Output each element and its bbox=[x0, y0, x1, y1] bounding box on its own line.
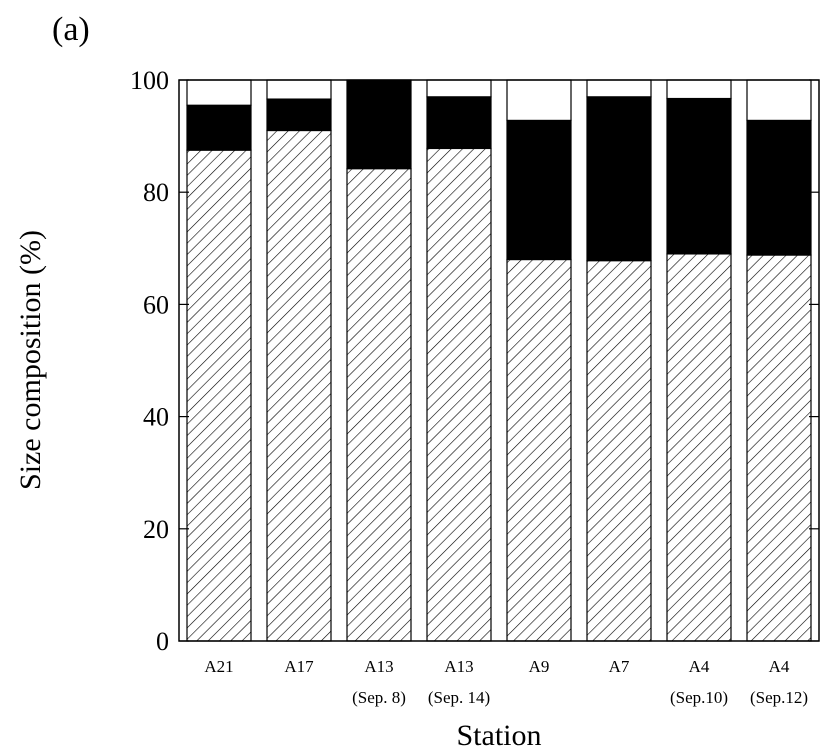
bar-white-7 bbox=[666, 79, 732, 100]
x-tick-sublabel: (Sep.12) bbox=[750, 688, 808, 707]
x-tick-label: A9 bbox=[529, 657, 550, 676]
x-axis: A21 A17 A13 (Sep. 8) A13 (Sep. 14) A9 A7 A4 (Sep.… bbox=[204, 657, 808, 707]
bar-hatched-5 bbox=[506, 258, 572, 642]
bar-hatched-4 bbox=[426, 147, 492, 642]
x-tick-label: A13 bbox=[364, 657, 393, 676]
bar-white-6 bbox=[586, 79, 652, 98]
bar-solid-black-2 bbox=[266, 98, 332, 132]
bar-hatched-7 bbox=[666, 253, 732, 642]
y-tick-label: 80 bbox=[143, 178, 169, 207]
y-tick-label: 60 bbox=[143, 290, 169, 319]
x-tick-label: A7 bbox=[609, 657, 630, 676]
bar-solid-black-3 bbox=[346, 79, 412, 170]
bar-solid-black-1 bbox=[186, 104, 252, 151]
bar-hatched-6 bbox=[586, 260, 652, 642]
x-tick-label: A4 bbox=[769, 657, 790, 676]
bar-solid-black-4 bbox=[426, 96, 492, 150]
y-tick-label: 100 bbox=[130, 66, 169, 95]
bar-white-4 bbox=[426, 79, 492, 98]
bar-hatched-8 bbox=[746, 254, 812, 642]
panel-label: (a) bbox=[52, 11, 90, 48]
bar-white-2 bbox=[266, 79, 332, 100]
x-tick-sublabel: (Sep.10) bbox=[670, 688, 728, 707]
plot-frame bbox=[178, 79, 820, 642]
x-tick-sublabel: (Sep. 14) bbox=[428, 688, 490, 707]
y-axis: 0 20 40 60 80 100 bbox=[130, 66, 819, 656]
x-axis-title: Station bbox=[456, 719, 541, 752]
bar-white-8 bbox=[746, 79, 812, 121]
bar-hatched-3 bbox=[346, 168, 412, 642]
bar-white-5 bbox=[506, 79, 572, 121]
bar-hatched-2 bbox=[266, 129, 332, 642]
x-tick-sublabel: (Sep. 8) bbox=[352, 688, 406, 707]
x-tick-label: A13 bbox=[444, 657, 473, 676]
y-tick-label: 40 bbox=[143, 403, 169, 432]
x-tick-label: A21 bbox=[204, 657, 233, 676]
bar-white-1 bbox=[186, 79, 252, 106]
x-tick-label: A17 bbox=[284, 657, 314, 676]
bar-solid-black-6 bbox=[586, 96, 652, 262]
bars-group bbox=[186, 79, 812, 642]
x-tick-label: A4 bbox=[689, 657, 710, 676]
bar-hatched-1 bbox=[186, 149, 252, 642]
y-axis-title: Size composition (%) bbox=[14, 230, 47, 490]
y-tick-label: 0 bbox=[156, 627, 169, 656]
bar-solid-black-8 bbox=[746, 119, 812, 256]
bar-solid-black-5 bbox=[506, 119, 572, 261]
y-tick-label: 20 bbox=[143, 515, 169, 544]
bar-solid-black-7 bbox=[666, 97, 732, 255]
